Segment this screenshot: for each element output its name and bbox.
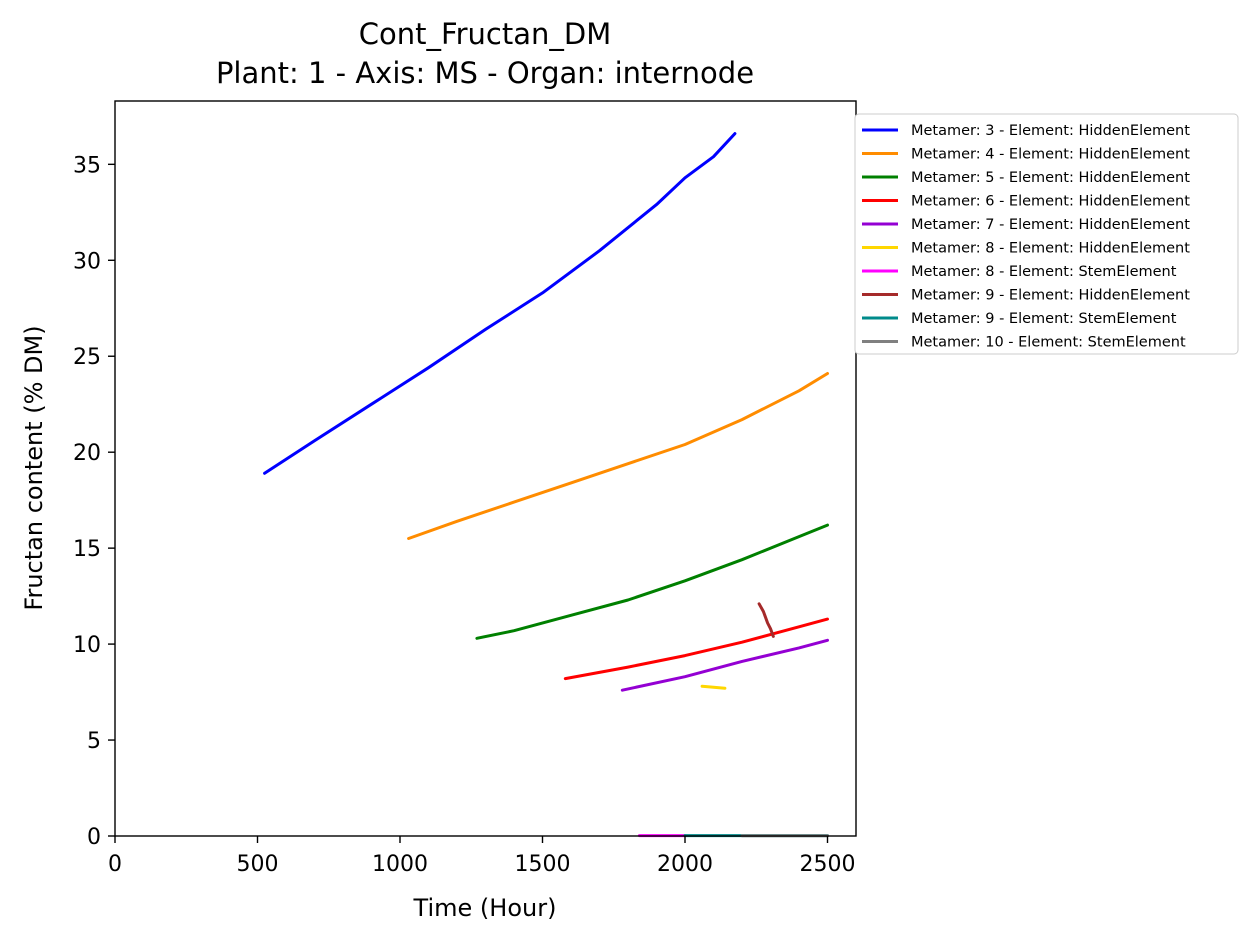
y-tick-label: 10 — [73, 633, 101, 658]
plot-area — [115, 101, 856, 836]
legend-label-0: Metamer: 3 - Element: HiddenElement — [911, 123, 1190, 139]
y-axis: 0 5 10 15 20 25 30 35 — [73, 153, 115, 850]
legend: Metamer: 3 - Element: HiddenElement Metam… — [854, 113, 1239, 355]
x-tick-label: 1500 — [515, 852, 571, 877]
series-line-3 — [563, 617, 829, 681]
legend-label-1: Metamer: 4 - Element: HiddenElement — [911, 147, 1190, 163]
legend-box — [854, 113, 1239, 355]
series-layer — [263, 132, 829, 838]
y-tick-label: 25 — [73, 345, 101, 370]
series-line-5 — [700, 684, 727, 690]
legend-label-9: Metamer: 10 - Element: StemElement — [911, 335, 1186, 351]
legend-label-8: Metamer: 9 - Element: StemElement — [911, 311, 1177, 327]
series-line-4 — [620, 638, 829, 692]
x-axis-label: Time (Hour) — [413, 894, 557, 922]
x-tick-label: 500 — [237, 852, 279, 877]
legend-label-4: Metamer: 7 - Element: HiddenElement — [911, 217, 1190, 233]
y-tick-label: 5 — [87, 729, 101, 754]
chart-title: Cont_Fructan_DM — [359, 17, 611, 51]
x-tick-label: 2500 — [800, 852, 856, 877]
y-tick-label: 0 — [87, 825, 101, 850]
legend-label-6: Metamer: 8 - Element: StemElement — [911, 264, 1177, 280]
series-line-7 — [757, 602, 775, 638]
legend-label-2: Metamer: 5 - Element: HiddenElement — [911, 170, 1190, 186]
plot-frame — [114, 100, 857, 837]
y-tick-label: 30 — [73, 249, 101, 274]
legend-label-5: Metamer: 8 - Element: HiddenElement — [911, 241, 1190, 257]
legend-label-7: Metamer: 9 - Element: HiddenElement — [911, 288, 1190, 304]
y-axis-label: Fructan content (% DM) — [20, 325, 48, 610]
series-line-1 — [407, 372, 829, 540]
legend-label-3: Metamer: 6 - Element: HiddenElement — [911, 194, 1190, 210]
x-tick-label: 1000 — [372, 852, 428, 877]
chart-subtitle: Plant: 1 - Axis: MS - Organ: internode — [216, 56, 754, 90]
x-tick-label: 2000 — [657, 852, 713, 877]
x-tick-label: 0 — [108, 852, 122, 877]
y-tick-label: 35 — [73, 153, 101, 178]
series-line-0 — [263, 132, 737, 475]
x-axis: 0 500 1000 1500 2000 2500 — [108, 836, 856, 877]
y-tick-label: 20 — [73, 441, 101, 466]
series-line-2 — [475, 523, 829, 640]
y-tick-label: 15 — [73, 537, 101, 562]
